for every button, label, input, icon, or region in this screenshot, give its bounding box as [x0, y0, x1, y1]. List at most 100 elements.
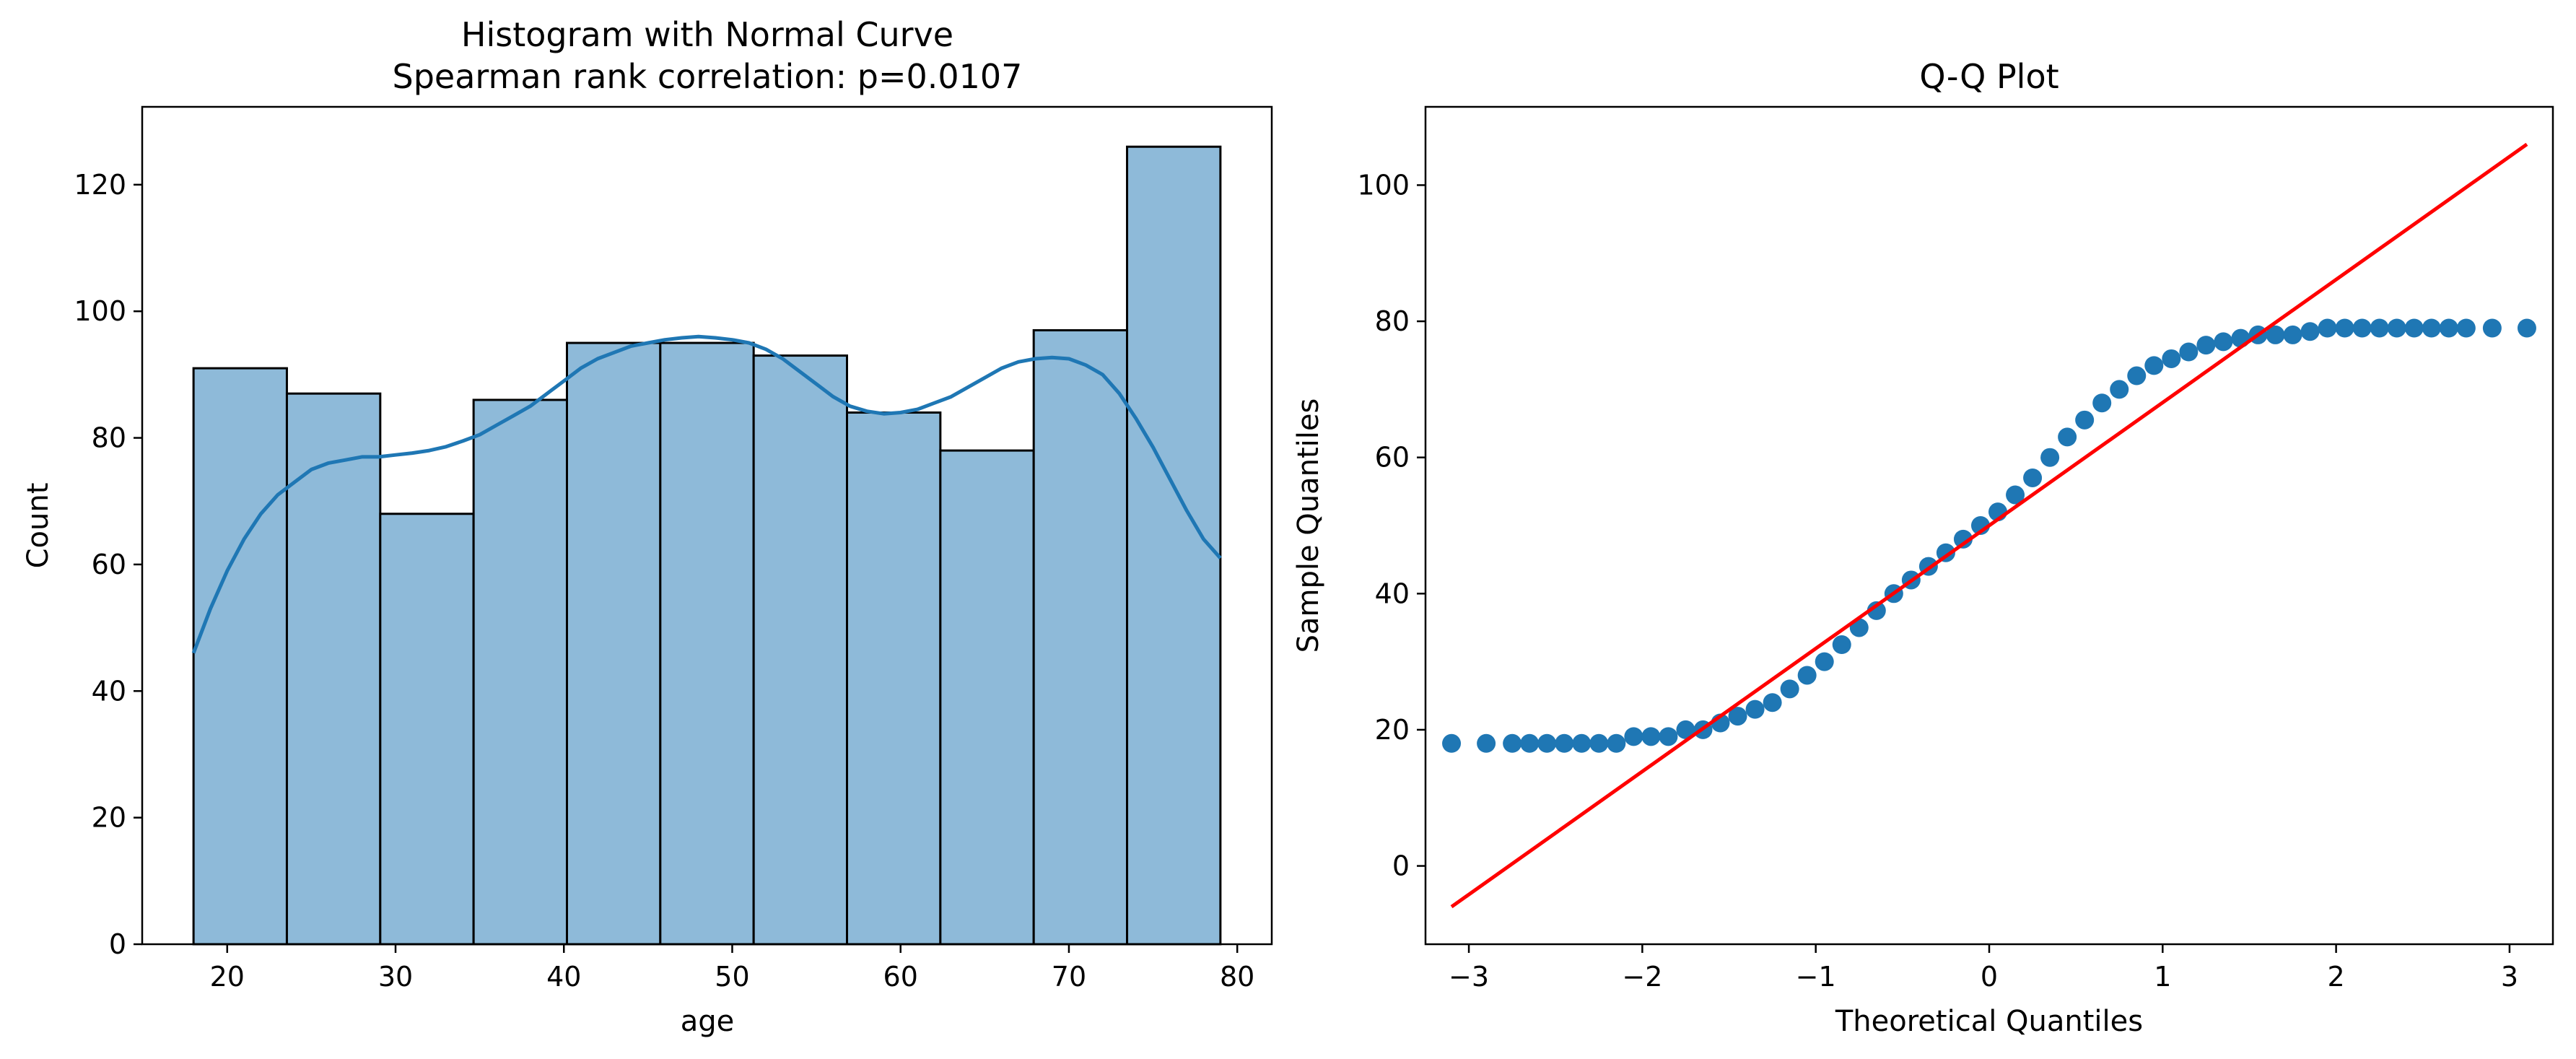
histogram-axes-frame [141, 105, 1273, 946]
qq-sample-point [2231, 328, 2250, 348]
qq-sample-point [1815, 652, 1834, 671]
qq-sample-point [2456, 318, 2476, 338]
histogram-bar [1126, 145, 1222, 946]
qq-y-tick-label: 60 [1375, 442, 1410, 474]
qq-sample-point [2127, 366, 2147, 385]
qq-sample-point [1832, 635, 1851, 655]
histogram-x-tick-label: 60 [883, 961, 918, 993]
qq-sample-point [2075, 410, 2095, 430]
histogram-bar [939, 449, 1035, 946]
histogram-bar [565, 341, 662, 946]
qq-sample-point [2318, 318, 2337, 338]
histogram-bar [379, 513, 475, 946]
histogram-y-tick-label: 80 [92, 422, 126, 454]
qq-sample-point [2482, 318, 2502, 338]
qq-x-tick-label: −1 [1796, 961, 1836, 993]
qq-plot-area: −3 −2 −1 0 1 2 3 0 20 40 60 80 100 [1357, 105, 2554, 993]
histogram-plot-area: 20 30 40 50 60 70 80 0 20 40 60 80 100 120 [74, 105, 1273, 993]
qq-sample-point [2404, 318, 2424, 338]
qq-sample-point [2058, 427, 2077, 447]
qq-sample-point [2040, 448, 2060, 467]
histogram-y-tick-label: 40 [92, 675, 126, 707]
qq-sample-point [2196, 336, 2216, 355]
qq-sample-point [2214, 332, 2233, 352]
histogram-panel: Histogram with Normal Curve Spearman ran… [22, 15, 1273, 1038]
qq-x-tick-label: 2 [2328, 961, 2345, 993]
qq-sample-point [1503, 733, 1522, 753]
qq-x-tick-label: 3 [2501, 961, 2518, 993]
histogram-y-axis-label: Count [22, 483, 55, 569]
histogram-x-tick-label: 40 [546, 961, 581, 993]
qq-x-tick-label: 1 [2154, 961, 2171, 993]
qq-x-axis-label: Theoretical Quantiles [1835, 1005, 2143, 1038]
qq-x-tick-label: −2 [1622, 961, 1662, 993]
qq-sample-point [2422, 318, 2441, 338]
qq-sample-point [2300, 322, 2320, 341]
qq-sample-point [1780, 679, 1799, 699]
qq-sample-point [2006, 485, 2025, 505]
qq-sample-point [2352, 318, 2372, 338]
qq-y-tick-label: 40 [1375, 578, 1410, 609]
kde-curve [191, 334, 1222, 654]
qq-y-axis-label: Sample Quantiles [1292, 398, 1325, 653]
qq-sample-point [1607, 733, 1626, 753]
qq-sample-point [1555, 733, 1574, 753]
histogram-x-tick-label: 80 [1220, 961, 1254, 993]
qq-sample-point [1537, 733, 1557, 753]
qq-sample-point [2439, 318, 2458, 338]
histogram-x-tick-label: 20 [210, 961, 245, 993]
histogram-y-tick-label: 60 [92, 549, 126, 580]
histogram-title-line-2: Spearman rank correlation: p=0.0107 [393, 57, 1023, 96]
qq-sample-point [1572, 733, 1592, 753]
qq-sample-point [2110, 380, 2129, 399]
qq-y-tick-label: 20 [1375, 714, 1410, 746]
qq-sample-point [1477, 733, 1496, 753]
qq-x-tick-label: −3 [1449, 961, 1489, 993]
qq-plot-title: Q-Q Plot [1919, 57, 2058, 96]
qq-sample-point [1676, 720, 1695, 739]
qq-sample-point [2283, 325, 2302, 344]
qq-y-tick-label: 0 [1392, 850, 1410, 882]
qq-sample-point [1589, 733, 1609, 753]
histogram-x-tick-label: 30 [378, 961, 413, 993]
qq-reference-line [1450, 142, 2528, 909]
qq-y-tick-label: 80 [1375, 305, 1410, 337]
qq-sample-point [2266, 325, 2285, 344]
histogram-y-tick-label: 120 [74, 169, 126, 201]
histogram-x-axis-label: age [681, 1005, 735, 1038]
qq-sample-point [2179, 342, 2199, 362]
qq-sample-point [1953, 529, 1973, 549]
histogram-x-tick-label: 50 [715, 961, 749, 993]
qq-sample-point [2162, 349, 2181, 368]
qq-sample-point [1866, 601, 1886, 620]
qq-sample-point [1745, 700, 1765, 719]
qq-sample-point [2387, 318, 2406, 338]
qq-sample-point [2517, 318, 2536, 338]
qq-sample-point [1659, 727, 1678, 746]
qq-sample-point [1520, 733, 1540, 753]
histogram-bar [192, 367, 288, 946]
histogram-bar [659, 341, 755, 946]
qq-sample-point [1797, 666, 1817, 685]
histogram-y-tick-label: 100 [74, 295, 126, 327]
qq-sample-point [1641, 727, 1661, 746]
histogram-bar [752, 354, 849, 946]
qq-plot-panel: Q-Q Plot −3 −2 −1 0 1 2 3 0 20 40 60 80 100 Theoreti… [1292, 57, 2554, 1038]
histogram-bar [846, 411, 942, 946]
qq-sample-point [1624, 727, 1643, 746]
histogram-bar [472, 398, 568, 946]
histogram-bar [1032, 329, 1129, 946]
histogram-y-tick-label: 0 [109, 928, 126, 960]
histogram-y-tick-label: 20 [92, 802, 126, 834]
qq-sample-point [1442, 733, 1462, 753]
histogram-x-tick-label: 70 [1052, 961, 1086, 993]
qq-sample-point [1763, 693, 1782, 712]
histogram-title-line-1: Histogram with Normal Curve [461, 15, 953, 54]
qq-sample-point [2144, 356, 2164, 375]
qq-sample-point [2092, 393, 2112, 413]
qq-sample-point [1728, 707, 1747, 726]
qq-sample-point [2023, 468, 2043, 487]
qq-y-tick-label: 100 [1357, 169, 1410, 201]
qq-sample-point [2335, 318, 2354, 338]
